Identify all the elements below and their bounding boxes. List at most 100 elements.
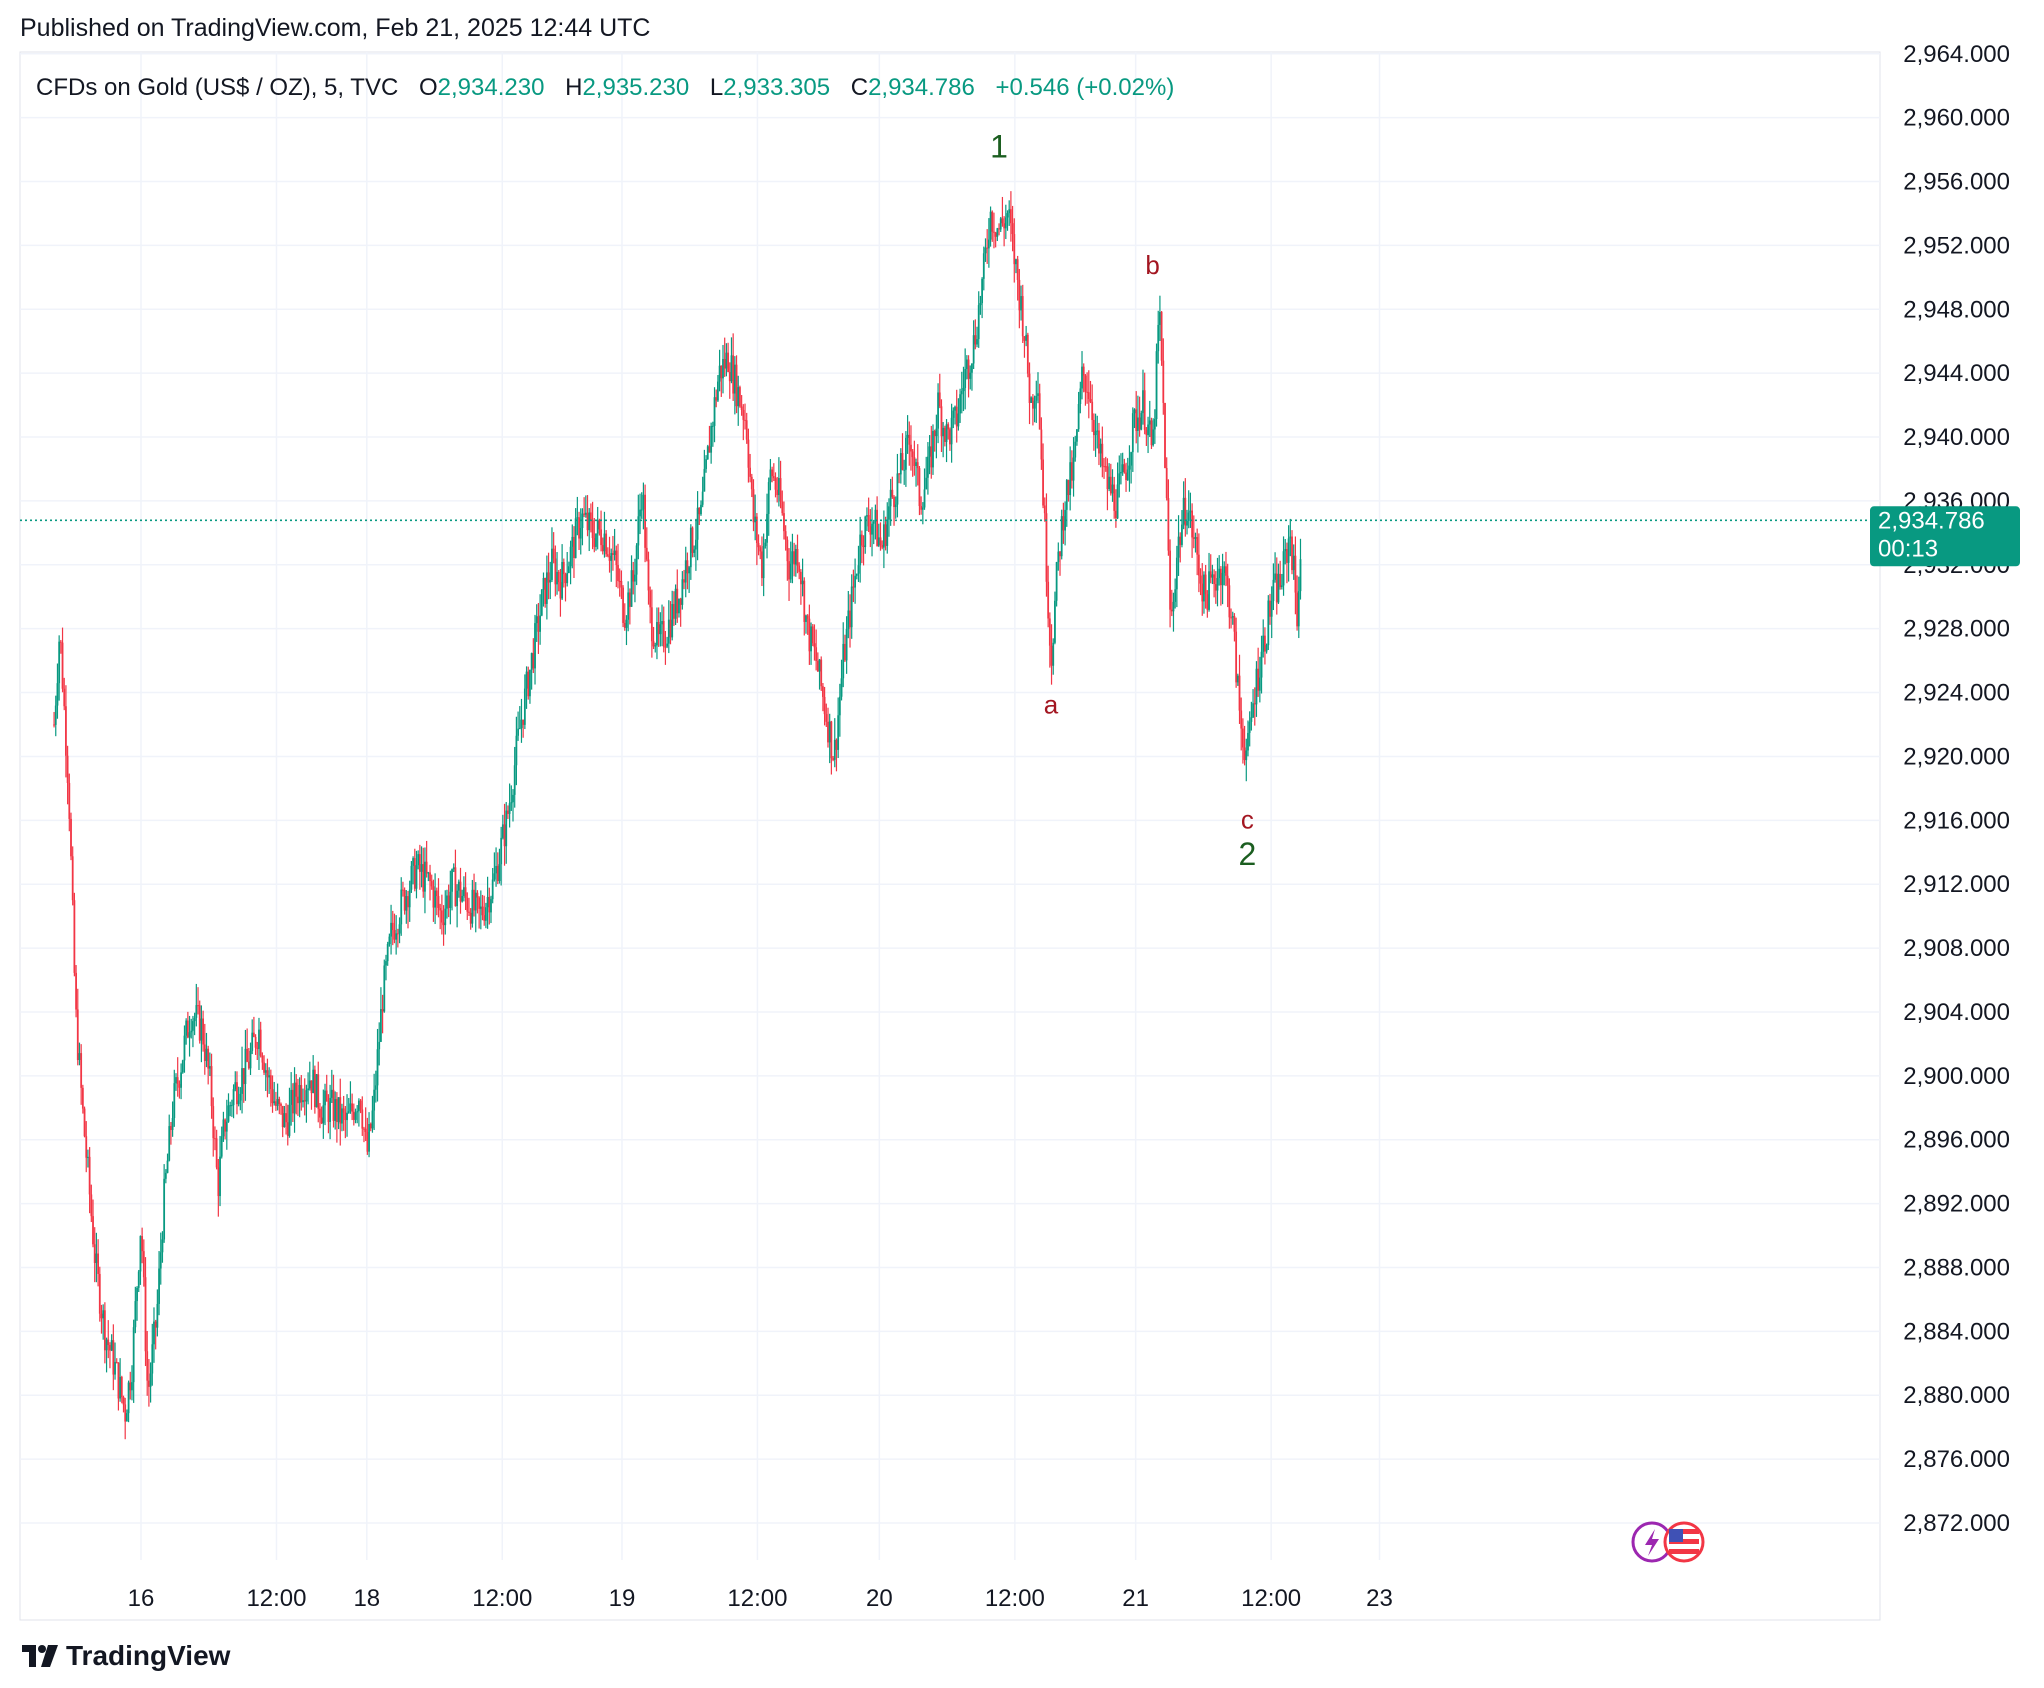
candle[interactable] xyxy=(170,1121,172,1145)
candle[interactable] xyxy=(1137,395,1139,453)
candle[interactable] xyxy=(928,435,931,475)
candle[interactable] xyxy=(457,879,460,898)
candle[interactable] xyxy=(481,894,484,921)
candle[interactable] xyxy=(435,887,438,916)
candle[interactable] xyxy=(183,1025,186,1073)
candle[interactable] xyxy=(225,1099,228,1150)
candle[interactable] xyxy=(1211,564,1214,585)
candle[interactable] xyxy=(256,1041,259,1061)
candle[interactable] xyxy=(1120,453,1122,485)
candle[interactable] xyxy=(1172,592,1175,632)
candle[interactable] xyxy=(185,1018,188,1045)
candle[interactable] xyxy=(681,571,684,610)
candle[interactable] xyxy=(652,626,655,650)
candle[interactable] xyxy=(164,1169,167,1184)
candle[interactable] xyxy=(129,1371,132,1400)
candle[interactable] xyxy=(425,840,428,878)
candle[interactable] xyxy=(698,507,701,525)
candle[interactable] xyxy=(1289,518,1292,557)
candle[interactable] xyxy=(278,1096,281,1115)
candle[interactable] xyxy=(215,1129,218,1170)
candle[interactable] xyxy=(483,895,486,926)
price-axis[interactable]: 2,964.0002,960.0002,956.0002,952.0002,94… xyxy=(1903,41,2010,1537)
candle[interactable] xyxy=(796,534,799,574)
candle[interactable] xyxy=(994,231,997,248)
candle[interactable] xyxy=(503,803,506,866)
candle[interactable] xyxy=(603,511,606,558)
candle[interactable] xyxy=(786,536,789,581)
candle[interactable] xyxy=(544,577,547,608)
candle[interactable] xyxy=(59,639,62,654)
candle[interactable] xyxy=(701,476,704,508)
candle[interactable] xyxy=(75,965,77,1018)
candle[interactable] xyxy=(1087,370,1090,419)
candle[interactable] xyxy=(852,569,855,603)
candle[interactable] xyxy=(222,1111,225,1142)
candle[interactable] xyxy=(791,533,794,584)
candle[interactable] xyxy=(417,850,420,870)
candle[interactable] xyxy=(537,602,540,654)
candle[interactable] xyxy=(1023,336,1026,358)
candle[interactable] xyxy=(391,910,394,946)
candle[interactable] xyxy=(1050,624,1053,685)
candle[interactable] xyxy=(735,355,738,414)
candle[interactable] xyxy=(788,548,790,601)
candle[interactable] xyxy=(693,545,696,558)
candle[interactable] xyxy=(708,425,711,453)
candle[interactable] xyxy=(290,1072,293,1126)
tradingview-logo[interactable]: TradingView xyxy=(22,1640,230,1672)
candle[interactable] xyxy=(1242,718,1244,764)
candle[interactable] xyxy=(219,1135,221,1207)
candle[interactable] xyxy=(1098,422,1100,466)
candle[interactable] xyxy=(283,1105,286,1128)
candle[interactable] xyxy=(1160,310,1163,366)
candle[interactable] xyxy=(1196,528,1199,576)
candle[interactable] xyxy=(1233,613,1236,642)
candle[interactable] xyxy=(1131,407,1134,472)
candle[interactable] xyxy=(70,812,72,861)
candle[interactable] xyxy=(737,375,740,426)
candle[interactable] xyxy=(507,805,509,819)
candle[interactable] xyxy=(723,337,726,377)
candle[interactable] xyxy=(517,711,519,741)
candle[interactable] xyxy=(471,879,474,928)
candle[interactable] xyxy=(1015,258,1017,274)
candle[interactable] xyxy=(1025,325,1028,347)
candle[interactable] xyxy=(664,630,667,665)
candle[interactable] xyxy=(947,422,950,440)
candle[interactable] xyxy=(1247,720,1249,757)
candle[interactable] xyxy=(78,1042,81,1066)
candle[interactable] xyxy=(950,403,953,463)
candle[interactable] xyxy=(838,683,841,737)
candle[interactable] xyxy=(500,826,503,886)
candle[interactable] xyxy=(285,1103,287,1135)
candle[interactable] xyxy=(1152,418,1155,447)
candle[interactable] xyxy=(1147,416,1149,454)
candle[interactable] xyxy=(706,444,709,460)
candle[interactable] xyxy=(148,1359,150,1407)
candle[interactable] xyxy=(1138,396,1141,437)
candle[interactable] xyxy=(485,902,487,929)
candle[interactable] xyxy=(430,874,433,890)
candle[interactable] xyxy=(346,1094,348,1137)
candle[interactable] xyxy=(1111,469,1114,502)
candle[interactable] xyxy=(803,577,806,636)
candle[interactable] xyxy=(781,490,784,516)
candle[interactable] xyxy=(965,355,968,380)
candle[interactable] xyxy=(1274,552,1276,583)
candle[interactable] xyxy=(109,1342,111,1369)
candle[interactable] xyxy=(1069,446,1072,511)
candle[interactable] xyxy=(1277,563,1280,604)
candle[interactable] xyxy=(303,1078,306,1116)
candle[interactable] xyxy=(527,666,530,700)
candle[interactable] xyxy=(1155,343,1158,427)
candle[interactable] xyxy=(1157,310,1160,364)
candle[interactable] xyxy=(207,1045,210,1085)
candle[interactable] xyxy=(1037,372,1039,404)
candle[interactable] xyxy=(644,484,646,563)
candle[interactable] xyxy=(1267,595,1270,650)
candle[interactable] xyxy=(1099,438,1102,468)
candle[interactable] xyxy=(1070,450,1073,489)
candle[interactable] xyxy=(835,738,838,772)
candle[interactable] xyxy=(684,546,687,598)
